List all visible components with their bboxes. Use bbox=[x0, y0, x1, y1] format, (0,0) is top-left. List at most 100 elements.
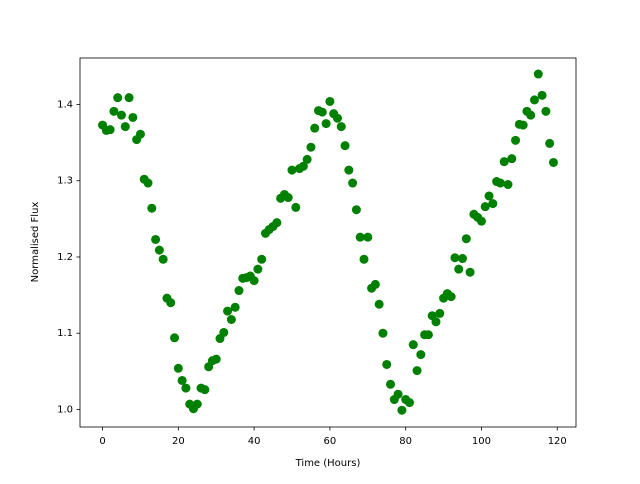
point bbox=[116, 110, 126, 120]
point bbox=[298, 161, 308, 171]
point bbox=[166, 298, 176, 308]
y-tick-label: 1.2 bbox=[57, 252, 73, 263]
point bbox=[344, 165, 354, 175]
x-tick-label: 20 bbox=[172, 436, 185, 447]
point bbox=[480, 202, 490, 212]
point bbox=[416, 350, 426, 360]
point bbox=[128, 112, 138, 122]
y-tick-label: 1.3 bbox=[57, 176, 73, 187]
point bbox=[363, 232, 373, 242]
point bbox=[408, 340, 418, 350]
point bbox=[219, 327, 229, 337]
point bbox=[378, 328, 388, 338]
point bbox=[431, 317, 441, 327]
y-axis-label: Normalised Flux bbox=[30, 202, 41, 283]
point bbox=[105, 125, 115, 135]
point bbox=[287, 165, 297, 175]
point bbox=[211, 354, 221, 364]
point bbox=[158, 254, 168, 264]
point bbox=[518, 120, 528, 130]
point bbox=[234, 286, 244, 296]
point bbox=[488, 199, 498, 209]
point bbox=[545, 138, 555, 148]
point bbox=[446, 292, 456, 302]
plot-frame bbox=[79, 57, 577, 428]
point bbox=[154, 245, 164, 255]
y-tick-label: 1.4 bbox=[57, 100, 73, 111]
point bbox=[348, 178, 358, 188]
point bbox=[253, 264, 263, 274]
point bbox=[120, 122, 130, 132]
point bbox=[170, 333, 180, 343]
point bbox=[325, 96, 335, 106]
point bbox=[177, 375, 187, 385]
point bbox=[450, 253, 460, 263]
point bbox=[454, 264, 464, 274]
point bbox=[113, 93, 123, 103]
point bbox=[465, 267, 475, 277]
point bbox=[476, 216, 486, 226]
point bbox=[386, 379, 396, 389]
point bbox=[533, 69, 543, 79]
x-tick-label: 80 bbox=[399, 436, 412, 447]
point bbox=[351, 205, 361, 215]
point bbox=[306, 142, 316, 152]
x-tick-label: 60 bbox=[324, 436, 337, 447]
point bbox=[283, 193, 293, 203]
point bbox=[173, 363, 183, 373]
y-tick-label: 1.0 bbox=[57, 404, 73, 415]
x-tick-label: 100 bbox=[472, 436, 491, 447]
point bbox=[382, 359, 392, 369]
point bbox=[135, 129, 145, 139]
point bbox=[257, 254, 267, 264]
point bbox=[321, 119, 331, 129]
point bbox=[397, 405, 407, 415]
point bbox=[541, 106, 551, 116]
point bbox=[537, 90, 547, 100]
point bbox=[147, 203, 157, 213]
x-tick-label: 0 bbox=[99, 436, 105, 447]
point bbox=[192, 399, 202, 409]
x-tick-label: 120 bbox=[548, 436, 567, 447]
point bbox=[393, 389, 403, 399]
point bbox=[530, 95, 540, 105]
point bbox=[310, 123, 320, 133]
point bbox=[355, 232, 365, 242]
point bbox=[336, 122, 346, 132]
point bbox=[526, 110, 536, 120]
point bbox=[143, 178, 153, 188]
point bbox=[507, 154, 517, 164]
point bbox=[495, 178, 505, 188]
point bbox=[302, 154, 312, 164]
point bbox=[291, 202, 301, 212]
point bbox=[423, 330, 433, 340]
point bbox=[503, 180, 513, 190]
point bbox=[272, 218, 282, 228]
point bbox=[151, 234, 161, 244]
point bbox=[109, 106, 119, 116]
point bbox=[511, 135, 521, 145]
point bbox=[499, 157, 509, 167]
point bbox=[404, 398, 414, 408]
point bbox=[249, 276, 259, 286]
point bbox=[359, 254, 369, 264]
point bbox=[332, 113, 342, 123]
point bbox=[461, 234, 471, 244]
point bbox=[317, 107, 327, 117]
point bbox=[223, 306, 233, 316]
point bbox=[458, 254, 468, 264]
point bbox=[374, 299, 384, 309]
point bbox=[340, 141, 350, 151]
point bbox=[370, 279, 380, 289]
point bbox=[435, 308, 445, 318]
point bbox=[124, 93, 134, 103]
point bbox=[200, 385, 210, 395]
point bbox=[412, 366, 422, 376]
point bbox=[230, 302, 240, 312]
x-axis-label: Time (Hours) bbox=[295, 458, 361, 469]
point bbox=[548, 157, 558, 167]
x-tick-label: 40 bbox=[248, 436, 261, 447]
point bbox=[484, 191, 494, 201]
y-tick-label: 1.1 bbox=[57, 328, 73, 339]
